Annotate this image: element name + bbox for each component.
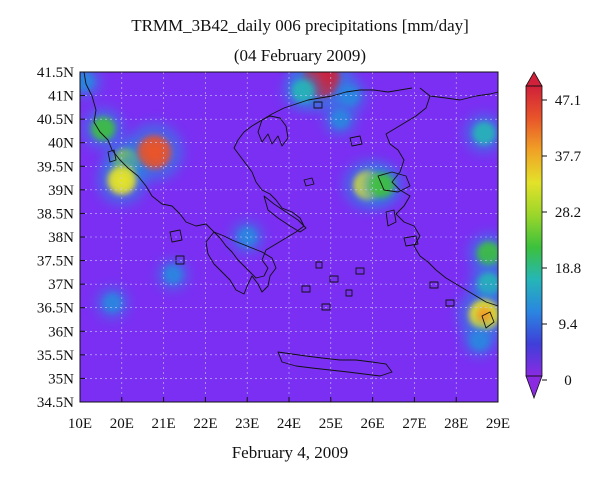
precip-core: [145, 143, 163, 161]
x-axis-ticks: 10E 20E 21E 22E 23E 24E 25E 26E 27E 28E 29E: [68, 397, 510, 432]
colorbar-label: 47.1: [555, 93, 581, 109]
x-tick-label: 28E: [444, 416, 468, 432]
coastline-euboea: [263, 195, 307, 233]
island-cyclades-6: [321, 303, 331, 311]
colorbar-labels: 47.1 37.7 28.2 18.8 9.4 0: [542, 93, 582, 389]
chart-title: TRMM_3B42_daily 006 precipitations [mm/d…: [131, 16, 469, 35]
plot-area: [79, 71, 499, 403]
island-dodecanese-2: [445, 299, 455, 307]
y-tick-label: 39N: [48, 183, 74, 199]
y-tick-label: 40N: [48, 136, 74, 152]
colorbar-label: 28.2: [555, 205, 581, 221]
y-tick-label: 37.5N: [37, 254, 74, 270]
x-tick-label: 27E: [402, 416, 426, 432]
island-rhodes: [481, 311, 495, 329]
x-tick-label: 25E: [319, 416, 343, 432]
island-zakynthos: [175, 255, 185, 265]
coastline-marmara: [429, 91, 498, 101]
colorbar-body: [526, 86, 542, 376]
island-kefalonia: [169, 229, 183, 243]
coastline-chalkidiki: [257, 115, 289, 147]
x-tick-label: 21E: [152, 416, 176, 432]
precip-blob: [291, 79, 315, 103]
coastline-peloponnese: [205, 231, 277, 295]
x-tick-label: 22E: [193, 416, 217, 432]
precip-blob: [472, 121, 496, 145]
y-tick-label: 37N: [48, 277, 74, 293]
colorbar-label: 0: [564, 373, 572, 389]
precip-blob: [476, 241, 498, 266]
precip-blob: [469, 331, 489, 351]
island-cyclades-1: [315, 261, 323, 269]
coastlines: [83, 72, 498, 377]
island-dodecanese-1: [429, 281, 439, 289]
x-tick-label: 26E: [361, 416, 385, 432]
colorbar: 47.1 37.7 28.2 18.8 9.4 0: [525, 71, 582, 400]
island-crete: [277, 351, 393, 377]
colorbar-bottom-arrow: [525, 375, 543, 400]
island-samos: [403, 235, 419, 247]
y-tick-label: 38.5N: [37, 206, 74, 222]
y-tick-label: 40.5N: [37, 112, 74, 128]
island-corfu: [107, 149, 117, 163]
y-tick-label: 35.5N: [37, 348, 74, 364]
island-chios: [385, 209, 397, 227]
precip-blob: [80, 72, 95, 91]
y-tick-label: 41.5N: [37, 65, 74, 81]
y-axis-ticks: 41.5N 41N 40.5N 40N 39.5N 39N 38.5N 38N 37.5N 37N…: [37, 65, 85, 411]
island-thasos: [313, 101, 323, 109]
precip-blob: [103, 293, 122, 313]
x-tick-label: 29E: [486, 416, 510, 432]
coastline-west: [83, 72, 413, 279]
island-lemnos: [349, 135, 363, 147]
island-lesbos: [377, 171, 411, 193]
island-cyclades-4: [301, 285, 311, 293]
x-tick-label: 23E: [235, 416, 259, 432]
precipitation-field: [80, 72, 498, 357]
x-tick-label: 20E: [110, 416, 134, 432]
y-tick-label: 36N: [48, 324, 74, 340]
colorbar-label: 18.8: [555, 261, 581, 277]
island-cyclades-5: [355, 267, 365, 275]
precip-blob: [91, 116, 116, 141]
colorbar-label: 37.7: [555, 149, 582, 165]
x-tick-label: 24E: [277, 416, 301, 432]
colorbar-top-arrow: [525, 71, 543, 87]
colorbar-label: 9.4: [559, 317, 578, 333]
date-caption: February 4, 2009: [231, 443, 349, 462]
island-sporades: [303, 177, 315, 187]
coastline-turkey: [385, 87, 498, 307]
y-tick-label: 34.5N: [37, 395, 74, 411]
island-cyclades-3: [345, 289, 353, 297]
y-tick-label: 36.5N: [37, 301, 74, 317]
grid-lines: [80, 72, 498, 402]
x-tick-label: 10E: [68, 416, 92, 432]
y-tick-label: 35N: [48, 371, 74, 387]
y-tick-label: 41N: [48, 89, 74, 105]
y-tick-label: 39.5N: [37, 159, 74, 175]
precip-blob: [163, 265, 182, 284]
chart-subtitle: (04 February 2009): [233, 46, 367, 65]
y-tick-label: 38N: [48, 230, 74, 246]
island-cyclades-2: [329, 275, 339, 283]
precip-core: [114, 173, 129, 188]
